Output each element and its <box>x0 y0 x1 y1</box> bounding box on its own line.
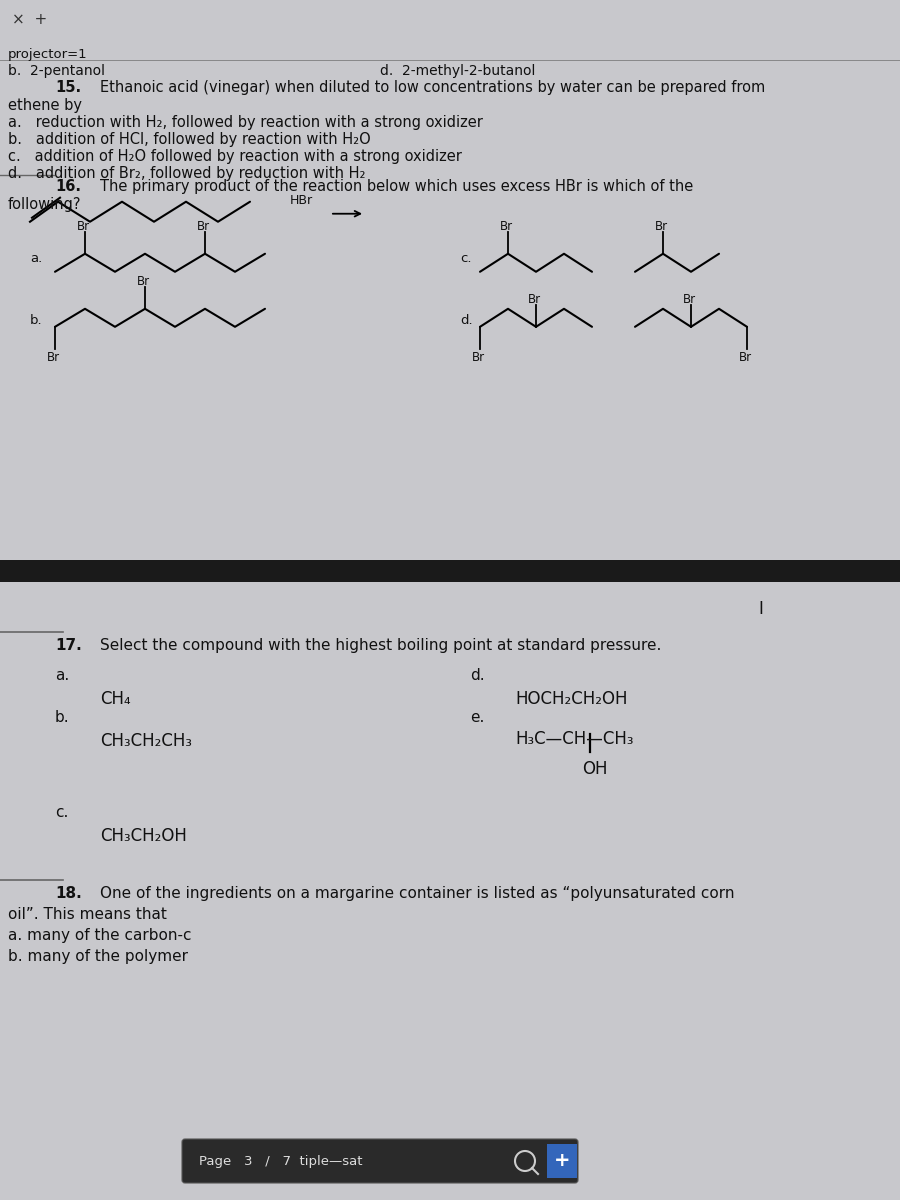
Text: oil”. This means that: oil”. This means that <box>8 907 166 922</box>
Text: +: + <box>554 1152 571 1170</box>
Text: d.   addition of Br₂, followed by reduction with H₂: d. addition of Br₂, followed by reductio… <box>8 166 365 181</box>
Text: CH₃CH₂CH₃: CH₃CH₂CH₃ <box>100 732 192 750</box>
Text: c.: c. <box>55 805 68 820</box>
Text: e.: e. <box>470 710 484 725</box>
Text: c.: c. <box>460 252 472 265</box>
Text: 15.: 15. <box>55 79 81 95</box>
Text: ethene by: ethene by <box>8 97 82 113</box>
Text: a.: a. <box>30 252 42 265</box>
Text: Br: Br <box>655 220 668 233</box>
Text: a. many of the carbon-c: a. many of the carbon-c <box>8 928 192 943</box>
Text: Br: Br <box>528 293 541 306</box>
Text: Br: Br <box>47 350 60 364</box>
Text: b.  2-pentanol: b. 2-pentanol <box>8 64 105 78</box>
Text: CH₃CH₂OH: CH₃CH₂OH <box>100 827 187 845</box>
Text: b.: b. <box>55 710 69 725</box>
Text: b. many of the polymer: b. many of the polymer <box>8 949 188 964</box>
Text: Br: Br <box>683 293 696 306</box>
Text: b.: b. <box>30 314 42 326</box>
Text: b.   addition of HCl, followed by reaction with H₂O: b. addition of HCl, followed by reaction… <box>8 132 371 146</box>
Text: d.: d. <box>470 668 484 683</box>
Text: H₃C—CH—CH₃: H₃C—CH—CH₃ <box>515 730 634 748</box>
Text: Br: Br <box>137 275 150 288</box>
Text: Br: Br <box>472 350 485 364</box>
Text: Br: Br <box>500 220 513 233</box>
Text: Br: Br <box>77 220 90 233</box>
Text: Br: Br <box>197 220 210 233</box>
FancyBboxPatch shape <box>182 1139 578 1183</box>
Text: The primary product of the reaction below which uses excess HBr is which of the: The primary product of the reaction belo… <box>100 179 693 193</box>
Text: following?: following? <box>8 197 82 211</box>
Text: 17.: 17. <box>55 638 82 653</box>
Bar <box>0 560 900 582</box>
Text: HOCH₂CH₂OH: HOCH₂CH₂OH <box>515 690 627 708</box>
Text: 16.: 16. <box>55 179 81 193</box>
Text: d.  2-methyl-2-butanol: d. 2-methyl-2-butanol <box>380 64 536 78</box>
Text: Page   3   /   7  tiple—sat: Page 3 / 7 tiple—sat <box>199 1154 363 1168</box>
Text: a.: a. <box>55 668 69 683</box>
Text: Select the compound with the highest boiling point at standard pressure.: Select the compound with the highest boi… <box>100 638 662 653</box>
Text: CH₄: CH₄ <box>100 690 130 708</box>
Text: OH: OH <box>582 760 608 778</box>
Text: c.   addition of H₂O followed by reaction with a strong oxidizer: c. addition of H₂O followed by reaction … <box>8 149 462 163</box>
Text: d.: d. <box>460 314 473 326</box>
Text: HBr: HBr <box>290 193 313 206</box>
Bar <box>547 1144 577 1178</box>
Text: Ethanoic acid (vinegar) when diluted to low concentrations by water can be prepa: Ethanoic acid (vinegar) when diluted to … <box>100 79 765 95</box>
Text: projector=1: projector=1 <box>8 48 87 61</box>
Text: a.   reduction with H₂, followed by reaction with a strong oxidizer: a. reduction with H₂, followed by reacti… <box>8 115 483 130</box>
Text: 18.: 18. <box>55 886 82 901</box>
Text: One of the ingredients on a margarine container is listed as “polyunsaturated co: One of the ingredients on a margarine co… <box>100 886 734 901</box>
Text: ×  +: × + <box>12 12 47 28</box>
Text: I: I <box>758 600 763 618</box>
Text: Br: Br <box>739 350 752 364</box>
